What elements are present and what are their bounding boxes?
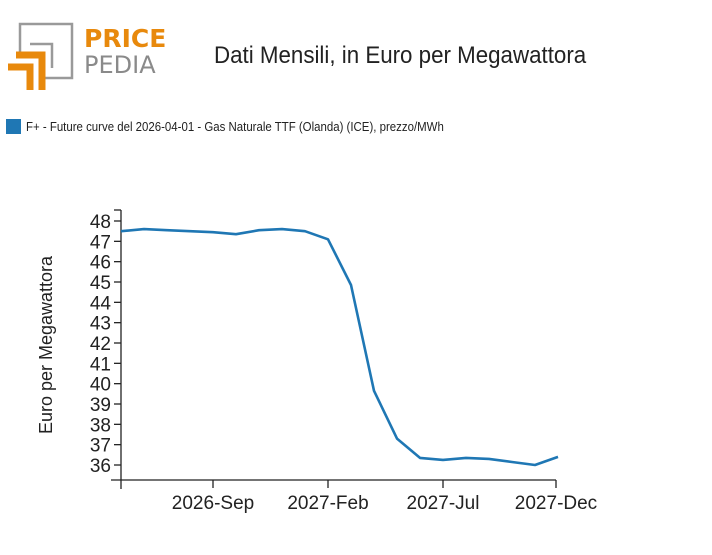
- y-tick-label: 37: [90, 436, 111, 457]
- y-tick-label: 40: [90, 375, 111, 396]
- y-tick-label: 39: [90, 395, 111, 416]
- y-tick-label: 48: [90, 212, 111, 233]
- y-tick-label: 45: [90, 273, 111, 294]
- y-tick-label: 36: [90, 456, 111, 477]
- y-tick-label: 41: [90, 354, 111, 375]
- y-tick-label: 46: [90, 253, 111, 274]
- x-tick-label: 2027-Dec: [515, 493, 597, 514]
- logo-text-price: PRICE: [84, 24, 167, 53]
- y-tick-label: 44: [90, 293, 112, 314]
- y-tick-label: 38: [90, 415, 111, 436]
- legend-label: F+ - Future curve del 2026-04-01 - Gas N…: [26, 119, 444, 134]
- x-tick-label: 2027-Feb: [287, 493, 368, 514]
- y-tick-label: 47: [90, 232, 111, 253]
- y-axis-label: Euro per Megawattora: [36, 255, 56, 434]
- logo-text-pedia: PEDIA: [84, 51, 156, 79]
- series-group: [120, 227, 559, 467]
- y-tick-label: 43: [90, 314, 111, 335]
- x-tick-label: 2026-Sep: [172, 493, 254, 514]
- legend[interactable]: F+ - Future curve del 2026-04-01 - Gas N…: [6, 119, 501, 134]
- series-line: [120, 227, 559, 467]
- y-tick-label: 42: [90, 334, 111, 355]
- x-axis: 2026-Sep 2027-Feb 2027-Jul 2027-Dec: [111, 479, 597, 514]
- chart-title: Dati Mensili, in Euro per Megawattora: [214, 42, 587, 69]
- pricepedia-logo: PRICE PEDIA: [6, 22, 166, 94]
- legend-swatch: [6, 119, 21, 134]
- logo-mark-icon: [8, 22, 74, 90]
- x-tick-label: 2027-Jul: [407, 493, 480, 514]
